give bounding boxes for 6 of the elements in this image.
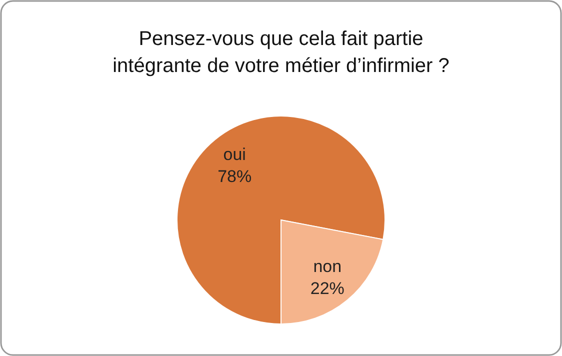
slice-label: oui	[223, 144, 246, 164]
pie-slice	[176, 116, 386, 324]
data-label: 22%	[310, 279, 344, 298]
data-label: 78%	[218, 166, 252, 186]
chart-title: Pensez-vous que cela fait partie intégrante de votre métier d’infirmier ?	[112, 28, 450, 77]
slice-label: non	[313, 257, 342, 276]
